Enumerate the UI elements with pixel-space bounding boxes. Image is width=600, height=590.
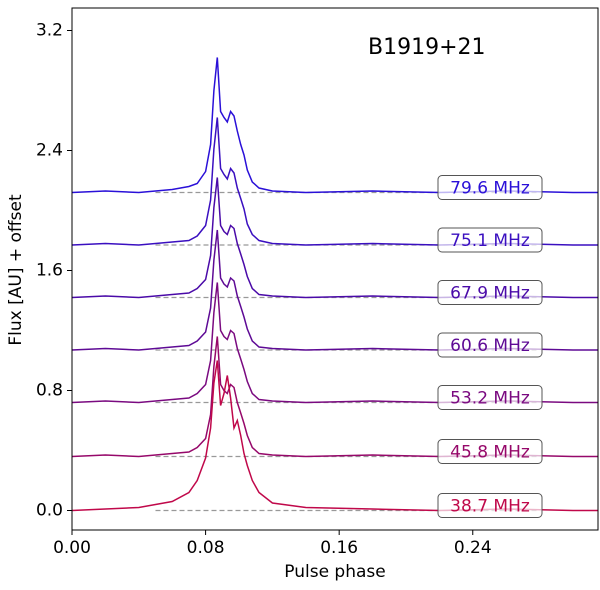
x-tick-label: 0.24 xyxy=(454,538,492,558)
legend-label: 53.2 MHz xyxy=(450,389,530,409)
label-box xyxy=(437,227,543,253)
label-box xyxy=(437,332,543,358)
label-box xyxy=(437,439,543,464)
series-line xyxy=(72,360,598,512)
legend-label: 45.8 MHz xyxy=(450,443,530,463)
legend-label: 67.9 MHz xyxy=(450,284,530,304)
x-axis-label: Pulse phase xyxy=(284,562,385,582)
series-line xyxy=(72,57,598,194)
series-line xyxy=(72,117,598,246)
series-line xyxy=(72,336,598,458)
label-box xyxy=(437,385,543,410)
y-tick-label: 3.2 xyxy=(36,21,63,41)
y-tick-label: 2.4 xyxy=(36,141,63,161)
x-tick-label: 0.16 xyxy=(320,538,358,558)
label-box xyxy=(437,280,543,305)
y-tick-label: 1.6 xyxy=(36,261,63,281)
legend-label: 38.7 MHz xyxy=(450,497,530,517)
y-axis-label: Flux [AU] + offset xyxy=(6,194,26,346)
plot-frame xyxy=(71,7,599,531)
y-tick-label: 0.8 xyxy=(36,381,63,401)
series-line xyxy=(72,282,598,404)
series-line xyxy=(72,229,598,351)
x-tick-label: 0.00 xyxy=(53,538,91,558)
label-box xyxy=(437,175,543,200)
legend-label: 79.6 MHz xyxy=(450,179,530,199)
legend-label: 60.6 MHz xyxy=(450,336,530,356)
annotation: B1919+21 xyxy=(368,35,486,60)
label-box xyxy=(437,493,543,518)
x-tick-label: 0.08 xyxy=(187,538,225,558)
y-tick-label: 0.0 xyxy=(36,501,63,521)
legend-label: 75.1 MHz xyxy=(450,231,530,251)
series-line xyxy=(72,177,598,299)
